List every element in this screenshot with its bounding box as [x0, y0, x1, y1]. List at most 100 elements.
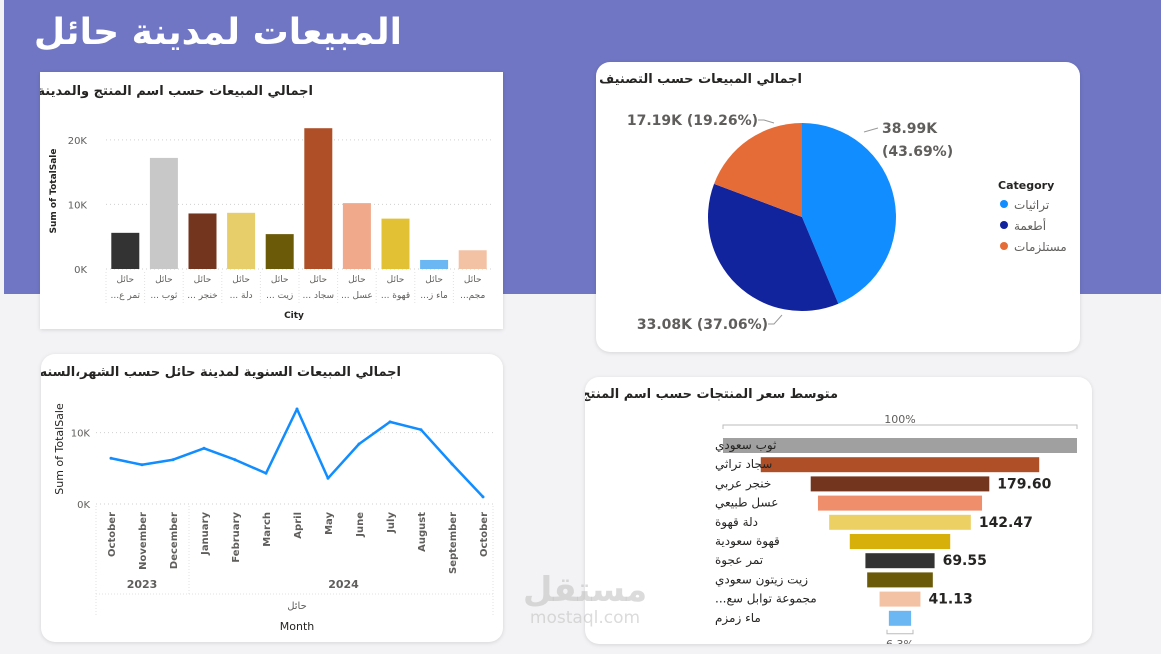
funnel-category-label: زيت زيتون سعودي — [715, 572, 808, 587]
pie-leader-line — [758, 119, 775, 124]
line-point — [295, 407, 299, 411]
bar — [188, 213, 217, 269]
bar-ytick-label: 0K — [74, 265, 87, 276]
bar-city-label: حائل — [271, 275, 289, 285]
funnel-top-label: 100% — [884, 413, 915, 426]
bar — [111, 232, 140, 269]
watermark-logo: مستقل — [522, 570, 648, 610]
bar-chart-title: اجمالي المبيعات حسب اسم المنتج والمدينة — [40, 84, 313, 99]
bar-ytick-label: 10K — [68, 200, 88, 211]
bar-product-label: سجاد ... — [303, 291, 335, 301]
bar-city-label: حائل — [348, 275, 366, 285]
funnel-chart-title: متوسط سعر المنتجات حسب اسم المنتج — [585, 387, 838, 402]
funnel-top-bracket — [722, 424, 1078, 429]
pie-label: 33.08K (37.06%) — [637, 317, 768, 333]
bar — [420, 259, 449, 269]
bar-product-label: خنجر ... — [187, 291, 218, 301]
line-point — [326, 476, 330, 480]
pie-legend-label: مستلزمات — [1014, 240, 1067, 255]
line-chart-card[interactable]: اجمالي المبيعات السنوية لمدينة حائل حسب … — [41, 354, 503, 642]
bar — [381, 218, 410, 269]
pie-legend-label: تراثيات — [1014, 198, 1049, 213]
line-point — [388, 420, 392, 424]
line-month-label: December — [169, 512, 180, 569]
line-city-label: حائل — [287, 601, 307, 612]
bar — [265, 234, 294, 269]
line-month-label: October — [479, 512, 490, 557]
bar — [458, 250, 487, 269]
watermark-domain: mostaql.com — [529, 608, 641, 628]
bar-product-label: زيت ... — [266, 291, 293, 301]
pie-slice — [802, 123, 896, 304]
pie-slice — [714, 123, 802, 217]
funnel-category-label: مجموعة توابل سع... — [715, 592, 817, 607]
pie-legend-marker — [1000, 242, 1008, 250]
bar-city-label: حائل — [116, 275, 134, 285]
bar-ytick-label: 20K — [68, 136, 88, 147]
line-point — [419, 428, 423, 432]
line-month-label: November — [138, 512, 149, 570]
page-title: المبيعات لمدينة حائل — [33, 12, 402, 53]
bar — [304, 128, 333, 269]
bar-product-label: تمر ع... — [111, 291, 141, 301]
line-point — [481, 495, 485, 499]
funnel-bar — [723, 438, 1077, 453]
funnel-bar — [888, 610, 912, 626]
funnel-category-label: دلة قهوة — [715, 515, 758, 530]
pie-leader-line — [863, 127, 879, 133]
bar-city-label: حائل — [155, 275, 173, 285]
pie-chart-title: اجمالي المبيعات حسب التصنيف — [599, 72, 802, 87]
bar-xlabel: City — [284, 311, 304, 321]
funnel-bar — [879, 591, 921, 607]
bar-city-label: حائل — [194, 275, 212, 285]
pie-label: 17.19K (19.26%) — [627, 113, 758, 129]
line-point — [357, 442, 361, 446]
line-month-label: August — [417, 512, 428, 552]
line-point — [140, 463, 144, 467]
line-year-label: 2024 — [328, 578, 359, 591]
bar-product-label: دلة ... — [230, 291, 253, 301]
funnel-category-label: عسل طبيعي — [715, 496, 778, 510]
bar-city-label: حائل — [464, 275, 482, 285]
funnel-category-label: ثوب سعودي — [715, 438, 776, 453]
funnel-data-label: 142.47 — [979, 515, 1033, 531]
funnel-category-label: ماء زمزم — [715, 611, 761, 626]
bar — [342, 203, 371, 269]
line-ytick-label: 0K — [77, 500, 90, 511]
bar-chart-card[interactable]: اجمالي المبيعات حسب اسم المنتج والمدينة … — [40, 72, 503, 329]
line-chart-title: اجمالي المبيعات السنوية لمدينة حائل حسب … — [41, 365, 401, 380]
line-month-label: October — [107, 512, 118, 557]
line-ylabel: Sum of TotalSale — [53, 403, 66, 495]
bar-product-label: مجم... — [460, 291, 485, 301]
pie-legend-title: Category — [998, 179, 1054, 192]
line-month-label: February — [231, 512, 242, 563]
pie-slice — [708, 183, 839, 311]
bar-product-label: ثوب ... — [150, 291, 178, 301]
watermark: مستقل mostaql.com — [505, 572, 665, 628]
line-month-label: March — [262, 512, 273, 547]
funnel-category-label: قهوة سعودية — [715, 534, 780, 549]
line-point — [109, 456, 113, 460]
pie-label-value: 38.99K — [882, 121, 938, 137]
funnel-chart-card[interactable]: متوسط سعر المنتجات حسب اسم المنتج 100% ثو… — [585, 377, 1092, 644]
pie-legend-marker — [1000, 221, 1008, 229]
bar-chart-svg: 0K 10K 20K Sum of TotalSale حائل تمر ع... حائل… — [49, 128, 492, 321]
bar-city-label: حائل — [309, 275, 327, 285]
line-month-label: April — [293, 512, 304, 539]
bar — [149, 157, 178, 269]
line-month-label: September — [448, 512, 459, 574]
funnel-data-label: 69.55 — [943, 553, 987, 569]
pie-chart-svg: 38.99K (43.69%) 33.08K (37.06%) 17.19K (19.… — [627, 113, 1067, 333]
line-chart-svg: 0K 10K Sum of TotalSale October November Dece… — [53, 403, 494, 633]
bar-product-label: قهوة ... — [381, 291, 410, 301]
bar-ylabel: Sum of TotalSale — [49, 149, 59, 234]
funnel-bar — [817, 495, 983, 511]
funnel-category-label: خنجر عربي — [715, 476, 771, 491]
pie-leader-line — [768, 314, 783, 325]
line-xlabel: Month — [280, 620, 315, 633]
pie-chart-card[interactable]: اجمالي المبيعات حسب التصنيف 38.99K (43.69… — [596, 62, 1080, 352]
line-point — [264, 471, 268, 475]
line-month-label: January — [200, 512, 211, 556]
funnel-chart-svg: 100% ثوب سعودي سجاد تراثي خنجر عربي 179.60 عس… — [715, 413, 1078, 644]
funnel-bar — [810, 476, 990, 492]
